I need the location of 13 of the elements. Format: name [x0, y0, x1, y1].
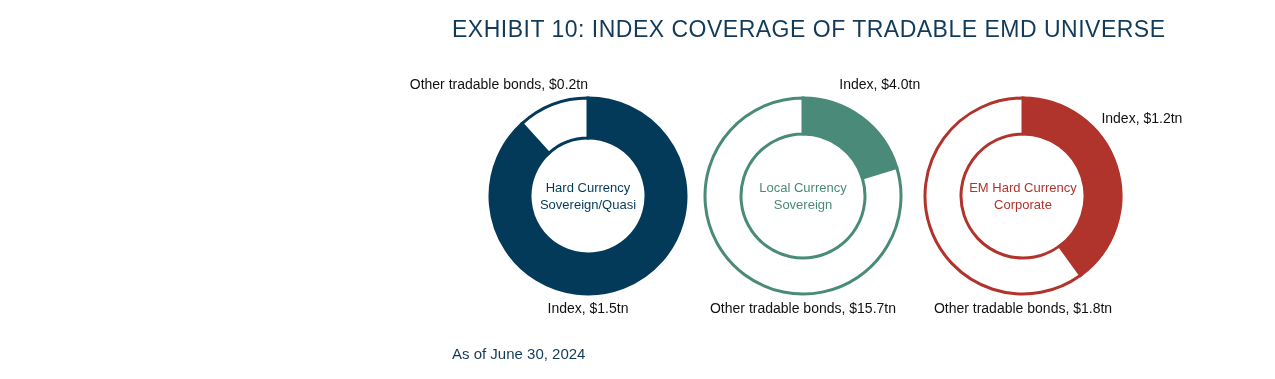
slice-label: Other tradable bonds, $15.7tn — [709, 300, 897, 316]
text: EXHIBIT 10: INDEX COVERAGE OF TRADABLE EMD UNIVERSE — [452, 16, 1166, 43]
text: As of June 30, 2024 — [452, 345, 586, 362]
slice-label: Other tradable bonds, $0.2tn — [409, 76, 588, 92]
slice-label: Index, $1.5tn — [547, 300, 629, 316]
text: EM Hard Currency Corporate — [968, 179, 1078, 213]
text: Hard Currency Sovereign/Quasi — [538, 179, 638, 213]
slice-label: Other tradable bonds, $1.8tn — [933, 300, 1113, 316]
slice-label: Index, $1.2tn — [1101, 109, 1183, 126]
donut-slice — [703, 96, 903, 296]
slice-label: Index, $4.0tn — [839, 76, 921, 92]
text: Local Currency Sovereign — [758, 179, 848, 213]
donut-slice — [488, 96, 688, 296]
